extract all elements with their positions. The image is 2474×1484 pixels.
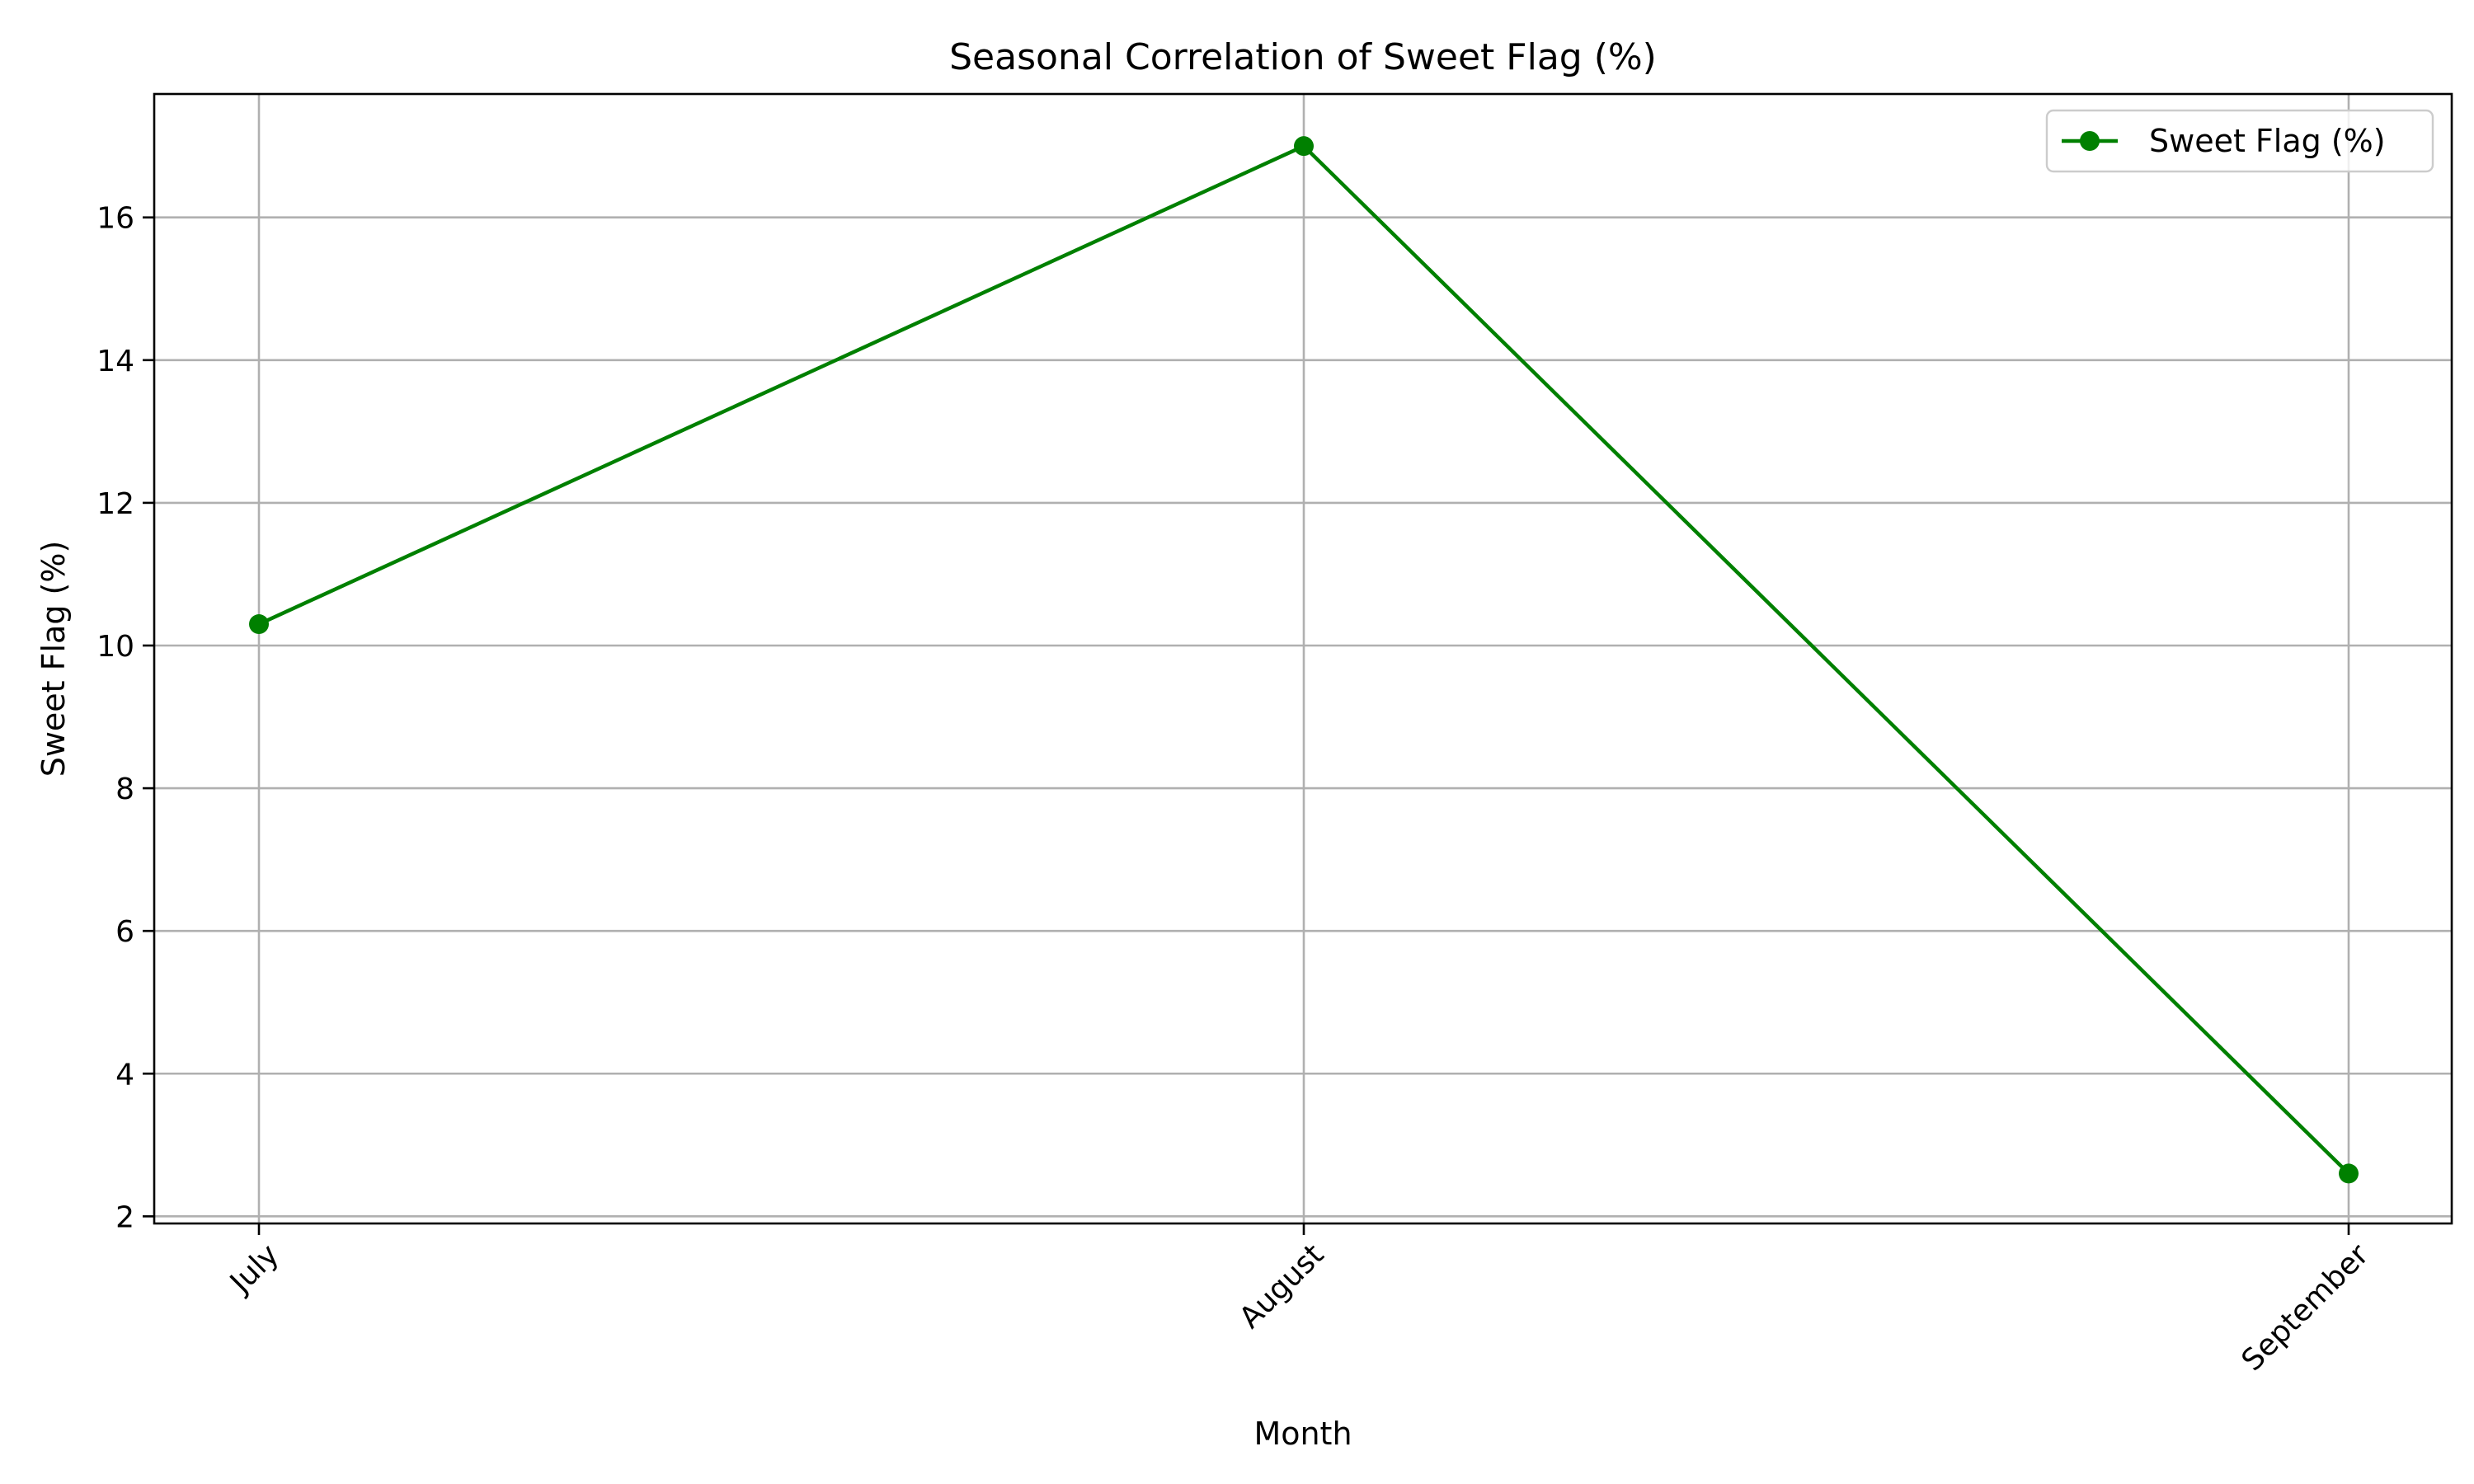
- plot-frame: [153, 92, 2453, 1225]
- data-point: [2339, 1163, 2359, 1184]
- y-tick-label: 16: [96, 202, 134, 236]
- legend-marker: [2080, 131, 2100, 151]
- data-point: [249, 614, 269, 635]
- y-tick-label: 14: [96, 345, 134, 378]
- series-layer: [249, 136, 2359, 1184]
- y-tick-label: 4: [115, 1058, 134, 1092]
- x-axis-label: Month: [1253, 1416, 1352, 1452]
- y-tick-label: 6: [115, 915, 134, 949]
- chart-title: Seasonal Correlation of Sweet Flag (%): [949, 36, 1657, 78]
- y-tick-label: 12: [96, 487, 134, 521]
- y-tick-label: 8: [115, 773, 134, 806]
- y-axis-label: Sweet Flag (%): [35, 541, 72, 777]
- y-tick-label: 2: [115, 1200, 134, 1234]
- legend-box: [2045, 109, 2434, 173]
- grid: [154, 94, 2452, 1223]
- legend: Sweet Flag (%): [2045, 109, 2434, 173]
- y-tick-label: 10: [96, 630, 134, 664]
- data-point: [1294, 136, 1314, 157]
- legend-label: Sweet Flag (%): [2149, 123, 2386, 159]
